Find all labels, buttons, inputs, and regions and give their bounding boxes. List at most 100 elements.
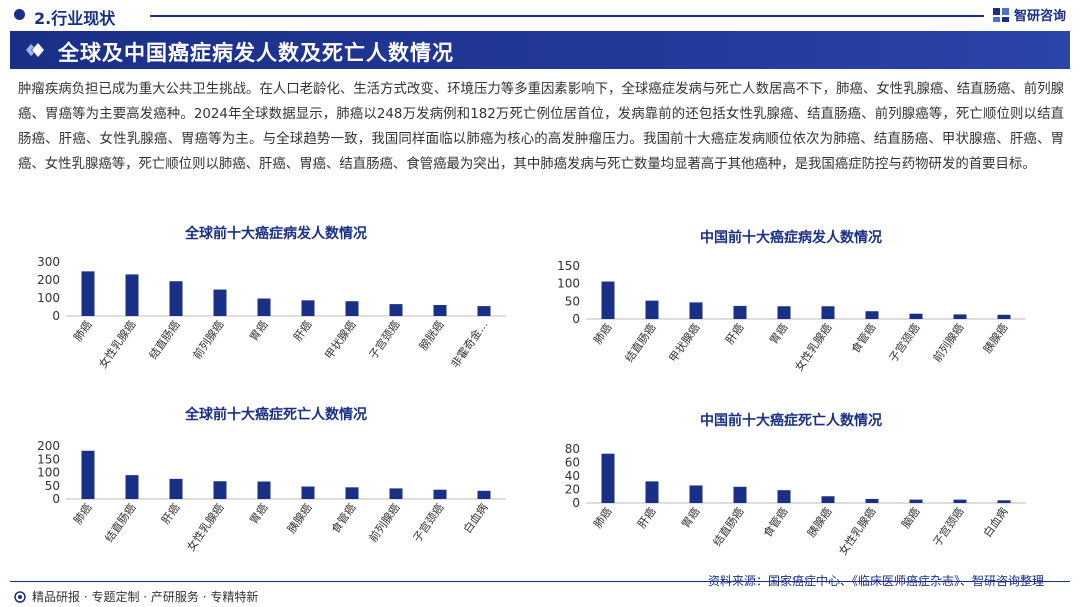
x-category-label: 女性乳腺癌 [95,318,138,371]
bar [953,499,967,503]
x-category-label: 胰腺癌 [980,321,1010,356]
x-category-label: 女性乳腺癌 [835,505,878,558]
y-tick-label: 100 [557,277,580,291]
chart-china-incidence: 中国前十大癌症病发人数情况 0 50 100 150 肺癌 结直肠癌 甲状腺癌 肝癌 胃癌 女性乳腺… [557,229,1026,374]
x-category-label: 胰腺癌 [804,505,834,540]
tag-icon [14,590,26,603]
bar [169,281,183,316]
bar [689,485,703,503]
x-category-label: 胰腺癌 [284,501,314,536]
x-category-label: 结直肠癌 [622,321,659,365]
page-title: 全球及中国癌症病发人数及死亡人数情况 [58,41,454,65]
bar [865,498,879,503]
x-category-label: 非霍奇金... [448,318,491,371]
bar [777,306,791,319]
chart-global-incidence: 全球前十大癌症病发人数情况 0 100 200 300 肺癌 女性乳腺癌 结直肠癌 前列腺癌 胃癌… [37,225,506,371]
chart-title: 中国前十大癌症死亡人数情况 [700,412,882,429]
x-category-label: 食管癌 [328,501,358,536]
header-divider [150,15,984,17]
x-category-label: 子宫颈癌 [410,501,447,545]
x-category-label: 白血病 [980,505,1010,540]
y-tick-label: 60 [565,456,580,470]
x-category-label: 肺癌 [70,318,94,344]
x-category-label: 女性乳腺癌 [791,321,834,374]
bar [257,298,271,316]
bar [125,274,139,316]
bar [733,305,747,319]
x-category-label: 胃癌 [766,321,790,347]
x-category-label: 胃癌 [246,501,270,527]
x-category-label: 食管癌 [848,321,878,356]
y-tick-label: 0 [52,309,60,323]
logo-text: 智研咨询 [1013,9,1066,24]
y-tick-label: 300 [37,255,60,269]
bar [433,305,447,316]
diamond-icon [26,43,44,57]
bar [909,499,923,503]
x-category-label: 胃癌 [246,318,270,344]
y-tick-label: 40 [565,469,580,483]
bar [477,306,491,316]
bar [953,314,967,319]
intro-paragraph: 肿瘤疾病负担已成为重大公共卫生挑战。在人口老龄化、生活方式改变、环境压力等多重因… [18,82,1064,172]
chart-title: 全球前十大癌症死亡人数情况 [184,406,367,423]
x-category-label: 膀胱癌 [416,318,446,353]
section-label: 2.行业现状 [34,9,116,28]
bar [301,486,315,499]
bar [81,271,95,316]
y-tick-label: 200 [37,273,60,287]
bullet-icon [14,9,25,20]
bar [301,300,315,316]
brand-logo: 智研咨询 [992,5,1066,24]
chart-title: 中国前十大癌症病发人数情况 [700,229,882,246]
bar [909,313,923,319]
top-bar: 2.行业现状 智研咨询 [0,0,1080,30]
bar [169,478,183,499]
x-category-label: 肺癌 [590,321,614,347]
x-category-label: 子宫颈癌 [930,505,967,549]
y-tick-label: 50 [45,479,60,493]
x-category-label: 结直肠癌 [710,505,747,549]
bar [125,475,139,499]
logo-icon [992,7,1009,22]
y-tick-label: 80 [565,442,580,456]
x-category-label: 肺癌 [70,501,94,527]
bar [389,488,403,499]
bar [389,304,403,316]
x-category-label: 子宫颈癌 [886,321,923,365]
bar [345,487,359,499]
x-category-label: 肺癌 [590,505,614,531]
y-tick-label: 150 [557,259,580,273]
bar [821,496,835,503]
x-category-label: 结直肠癌 [102,501,139,545]
bar [733,486,747,503]
x-category-label: 前列腺癌 [366,501,403,545]
bar [345,301,359,316]
x-category-label: 脑癌 [898,505,922,531]
y-tick-label: 0 [572,496,580,510]
chart-title: 全球前十大癌症病发人数情况 [184,225,367,242]
x-category-label: 子宫颈癌 [366,318,403,362]
footer: 精品研报 · 专题定制 · 产研服务 · 专精特新 [14,588,258,605]
bar [81,450,95,499]
bar [997,500,1011,503]
x-category-label: 女性乳腺癌 [183,501,226,554]
x-category-label: 白血病 [460,501,490,536]
x-category-label: 甲状腺癌 [666,321,703,365]
bar [821,306,835,319]
bar [601,453,615,503]
y-tick-label: 100 [37,291,60,305]
x-category-label: 前列腺癌 [190,318,227,362]
x-category-label: 胃癌 [678,505,702,531]
y-tick-label: 50 [565,294,580,308]
bar [689,302,703,319]
x-category-label: 肝癌 [722,321,746,347]
bar [257,481,271,499]
y-tick-label: 0 [572,312,580,326]
x-category-label: 结直肠癌 [146,318,183,362]
x-category-label: 肝癌 [290,318,314,344]
y-tick-label: 20 [565,483,580,497]
bar [645,300,659,319]
